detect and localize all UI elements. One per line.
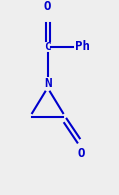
Text: N: N bbox=[44, 77, 51, 90]
Text: O: O bbox=[78, 147, 85, 160]
Text: O: O bbox=[44, 0, 51, 13]
Text: C: C bbox=[44, 42, 51, 52]
Text: Ph: Ph bbox=[75, 40, 90, 53]
